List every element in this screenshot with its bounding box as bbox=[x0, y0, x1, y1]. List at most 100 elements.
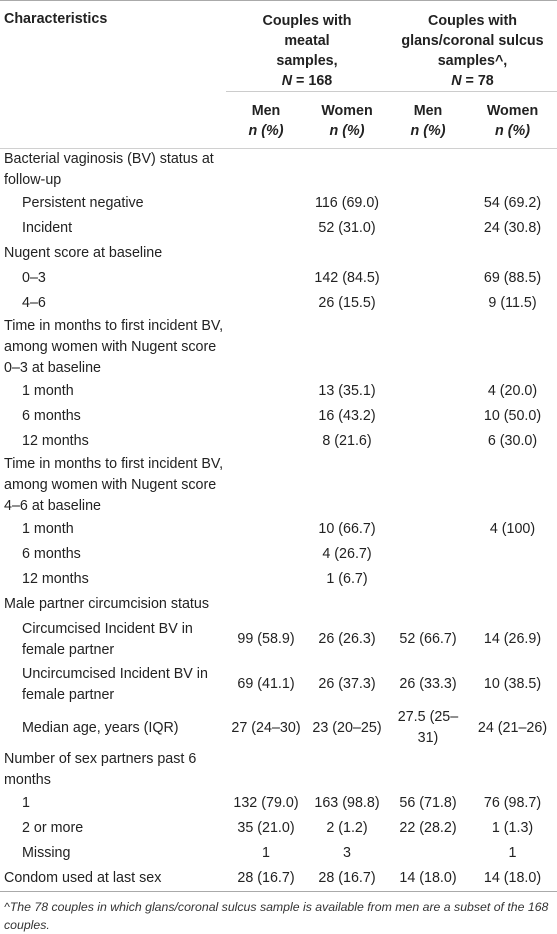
men-meatal-cell: 1 bbox=[262, 845, 270, 861]
header-row-sex: Men n (%) Women n (%) Men n (%) Women n … bbox=[0, 91, 557, 149]
women-glans-cell bbox=[468, 592, 557, 617]
women-glans-cell: 54 (69.2) bbox=[483, 195, 542, 211]
women-glans-cell: 4 (100) bbox=[489, 521, 536, 537]
row-label: Bacterial vaginosis (BV) status at follo… bbox=[0, 148, 226, 191]
row-label: 1 month bbox=[22, 383, 74, 399]
table-row: Incident 52 (31.0) 24 (30.8) bbox=[0, 216, 557, 241]
section-row: Condom used at last sex 28 (16.7) 28 (16.7… bbox=[0, 866, 557, 892]
men-glans-cell bbox=[388, 749, 468, 791]
women-meatal-cell: 116 (69.0) bbox=[314, 195, 380, 211]
row-label: Male partner circumcision status bbox=[4, 596, 209, 612]
women-glans-cell bbox=[468, 567, 557, 592]
row-label: 1 bbox=[22, 795, 30, 811]
men-meatal-cell bbox=[226, 454, 306, 517]
men-meatal-cell bbox=[226, 291, 306, 316]
men-glans-cell bbox=[388, 266, 468, 291]
women-glans-cell: 24 (21–26) bbox=[477, 719, 548, 736]
footnote: ^The 78 couples in which glans/coronal s… bbox=[4, 900, 549, 932]
table-row: 12 months 1 (6.7) bbox=[0, 567, 557, 592]
header-women-label: Women bbox=[321, 103, 373, 119]
table-row: 1 132 (79.0) 163 (98.8) 56 (71.8) 76 (98.7) bbox=[0, 791, 557, 816]
men-meatal-cell bbox=[226, 517, 306, 542]
header-men-label: Men bbox=[413, 103, 443, 119]
row-label: Time in months to first incident BV, amo… bbox=[4, 318, 224, 376]
women-meatal-cell: 10 (66.7) bbox=[318, 521, 376, 537]
header-women-glans: Women n (%) bbox=[468, 91, 557, 149]
women-glans-cell bbox=[468, 148, 557, 191]
men-meatal-cell bbox=[226, 592, 306, 617]
row-label: Missing bbox=[22, 845, 71, 861]
women-meatal-cell: 16 (43.2) bbox=[318, 408, 376, 424]
women-meatal-cell bbox=[306, 316, 388, 379]
men-meatal-cell: 132 (79.0) bbox=[233, 795, 299, 811]
men-meatal-cell bbox=[226, 241, 306, 266]
table-row: 0–3 142 (84.5) 69 (88.5) bbox=[0, 266, 557, 291]
women-meatal-cell: 28 (16.7) bbox=[306, 866, 388, 892]
row-label: 12 months bbox=[22, 571, 89, 587]
row-label: 6 months bbox=[22, 546, 81, 562]
men-meatal-cell bbox=[226, 316, 306, 379]
section-row: Number of sex partners past 6 months bbox=[0, 749, 557, 791]
characteristics-table: Characteristics Couples with meatal samp… bbox=[0, 0, 557, 892]
header-group-glans-n: N = 78 bbox=[451, 73, 494, 89]
header-women-label: Women bbox=[486, 103, 539, 119]
table-row: Circumcised Incident BV in female partne… bbox=[0, 617, 557, 662]
women-glans-cell bbox=[468, 241, 557, 266]
row-label: Condom used at last sex bbox=[0, 866, 226, 892]
women-meatal-cell: 3 bbox=[343, 845, 351, 861]
women-meatal-cell: 2 (1.2) bbox=[326, 820, 368, 836]
men-glans-cell bbox=[388, 841, 468, 866]
women-glans-cell: 10 (50.0) bbox=[483, 408, 542, 424]
row-label: Incident bbox=[22, 220, 73, 236]
men-glans-cell bbox=[388, 517, 468, 542]
men-meatal-cell bbox=[226, 567, 306, 592]
table-row: 2 or more 35 (21.0) 2 (1.2) 22 (28.2) 1 (1.3… bbox=[0, 816, 557, 841]
women-glans-cell: 1 bbox=[508, 845, 517, 861]
men-meatal-cell bbox=[226, 542, 306, 567]
women-glans-cell: 69 (88.5) bbox=[483, 270, 542, 286]
men-glans-cell bbox=[388, 429, 468, 454]
table-body: Bacterial vaginosis (BV) status at follo… bbox=[0, 148, 557, 892]
women-glans-cell bbox=[468, 454, 557, 517]
table-row: Missing 1 3 1 bbox=[0, 841, 557, 866]
men-meatal-cell bbox=[226, 404, 306, 429]
women-glans-cell: 76 (98.7) bbox=[483, 795, 542, 811]
row-label: Number of sex partners past 6 months bbox=[4, 751, 197, 788]
header-npct-label: n (%) bbox=[248, 123, 284, 139]
table-row: Persistent negative 116 (69.0) 54 (69.2) bbox=[0, 191, 557, 216]
women-meatal-cell: 163 (98.8) bbox=[314, 795, 380, 811]
table-row: 12 months 8 (21.6) 6 (30.0) bbox=[0, 429, 557, 454]
men-glans-cell bbox=[388, 567, 468, 592]
men-glans-cell bbox=[388, 316, 468, 379]
section-row: Bacterial vaginosis (BV) status at follo… bbox=[0, 148, 557, 191]
men-glans-cell bbox=[388, 542, 468, 567]
section-row: Time in months to first incident BV, amo… bbox=[0, 316, 557, 379]
row-label: 0–3 bbox=[22, 270, 46, 286]
section-row: Male partner circumcision status bbox=[0, 592, 557, 617]
row-label: 2 or more bbox=[22, 820, 84, 836]
header-men-meatal: Men n (%) bbox=[226, 91, 306, 149]
men-meatal-cell: 99 (58.9) bbox=[237, 631, 295, 647]
row-label: 12 months bbox=[22, 433, 89, 449]
men-glans-cell bbox=[388, 454, 468, 517]
women-glans-cell: 1 (1.3) bbox=[491, 820, 534, 836]
men-meatal-cell bbox=[226, 266, 306, 291]
women-glans-cell: 6 (30.0) bbox=[487, 433, 538, 449]
header-npct-label: n (%) bbox=[329, 123, 365, 139]
men-meatal-cell: 35 (21.0) bbox=[237, 820, 295, 836]
women-meatal-cell bbox=[306, 454, 388, 517]
row-label: Time in months to first incident BV, amo… bbox=[4, 456, 224, 514]
women-meatal-cell: 23 (20–25) bbox=[312, 719, 382, 736]
header-group-meatal: Couples with meatal samples, N = 168 bbox=[226, 0, 388, 92]
section-row: Time in months to first incident BV, amo… bbox=[0, 454, 557, 517]
men-glans-cell bbox=[388, 592, 468, 617]
men-glans-cell bbox=[388, 291, 468, 316]
women-meatal-cell: 26 (37.3) bbox=[318, 676, 376, 692]
header-group-glans-title: Couples with glans/coronal sulcus sample… bbox=[401, 13, 544, 69]
men-meatal-cell bbox=[226, 379, 306, 404]
header-npct-label: n (%) bbox=[495, 123, 530, 139]
men-glans-cell: 14 (18.0) bbox=[388, 866, 468, 892]
table-row: 1 month 10 (66.7) 4 (100) bbox=[0, 517, 557, 542]
women-glans-cell bbox=[468, 316, 557, 379]
men-meatal-cell bbox=[226, 749, 306, 791]
